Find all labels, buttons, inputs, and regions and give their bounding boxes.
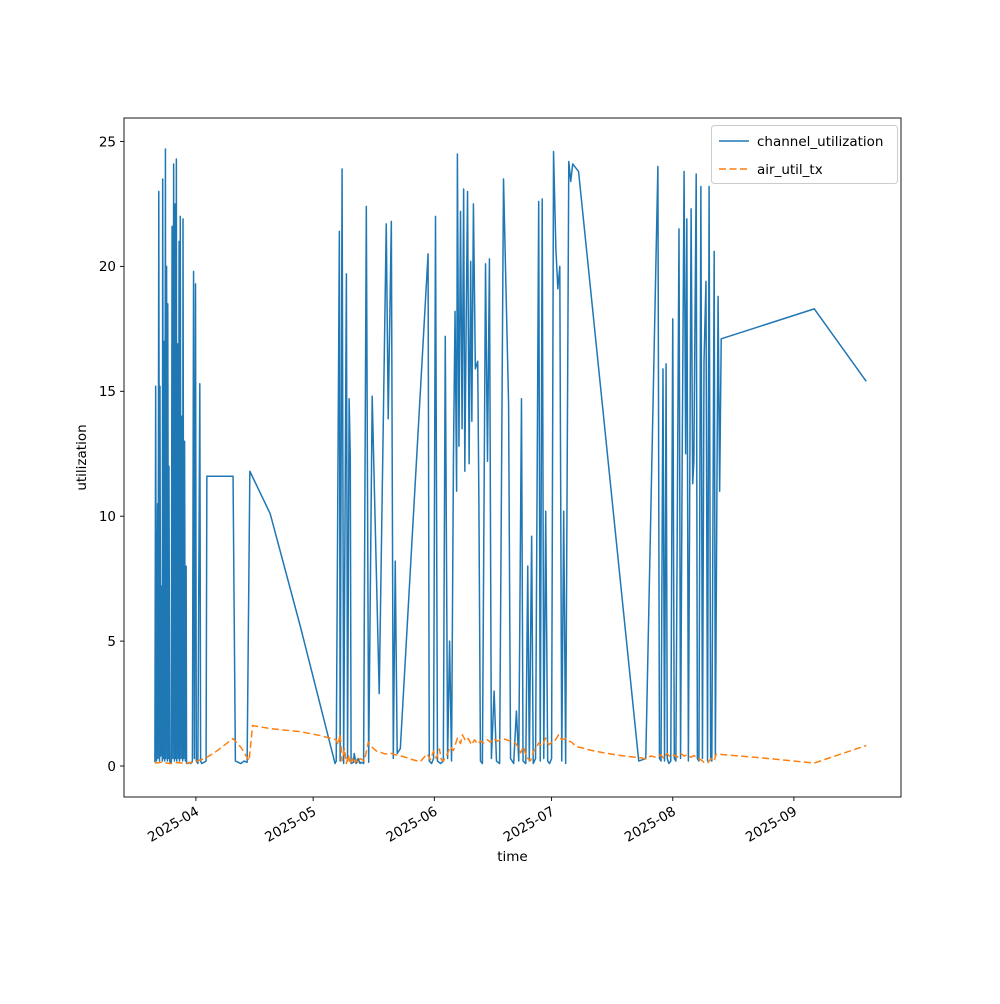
y-axis-label: utilization (74, 424, 90, 490)
y-tick-label: 20 (99, 259, 116, 275)
y-tick-label: 5 (107, 634, 116, 650)
legend-label-channel_utilization: channel_utilization (757, 134, 884, 150)
axes-box (123, 117, 902, 798)
y-tick-label: 15 (99, 384, 116, 400)
y-tick-label: 0 (107, 759, 116, 775)
series-line-channel_utilization (154, 148, 867, 765)
y-tick-label: 25 (99, 134, 116, 150)
legend-box (711, 125, 898, 184)
legend: channel_utilization air_util_tx (711, 125, 898, 184)
x-axis-label: time (497, 849, 528, 865)
y-tick-label: 10 (99, 509, 116, 525)
legend-label-air_util_tx: air_util_tx (757, 162, 823, 178)
series-line-air_util_tx (154, 724, 867, 765)
